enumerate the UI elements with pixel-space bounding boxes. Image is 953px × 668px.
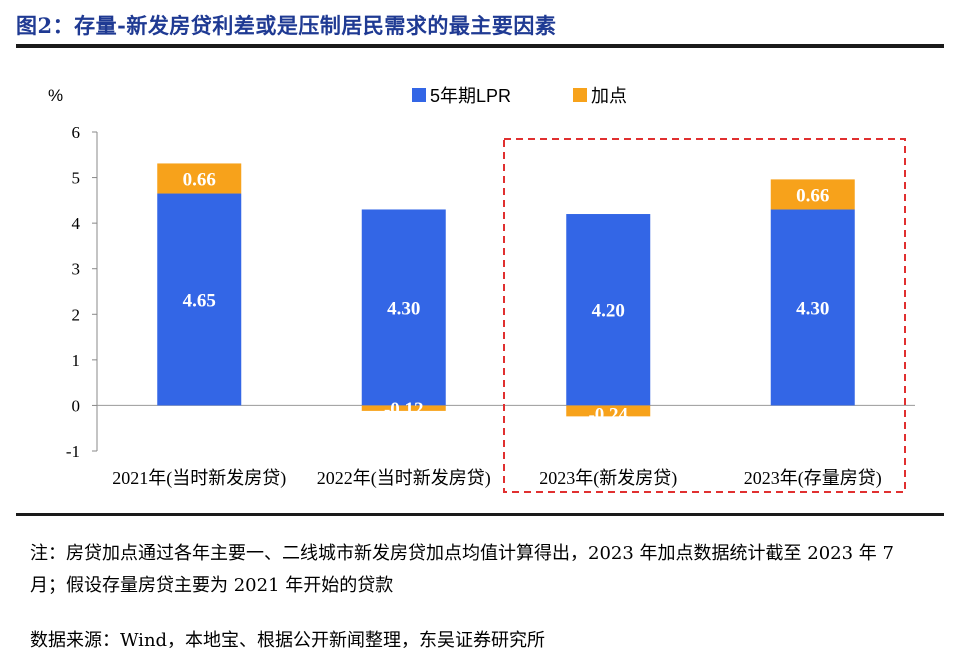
figure-title: 图2：存量-新发房贷利差或是压制居民需求的最主要因素 xyxy=(16,13,557,38)
data-label-spread: -0.12 xyxy=(384,399,424,420)
y-tick-label: 6 xyxy=(72,123,81,142)
data-label-spread: 0.66 xyxy=(183,169,216,190)
y-tick-label: 3 xyxy=(72,260,81,279)
bar-lpr xyxy=(361,209,446,406)
y-tick-label: -1 xyxy=(66,442,80,461)
bar-spread xyxy=(566,405,651,417)
legend-swatch-spread xyxy=(573,88,587,102)
data-label-lpr: 4.30 xyxy=(387,298,420,319)
legend-label-spread: 加点 xyxy=(591,86,627,106)
y-tick-label: 5 xyxy=(72,169,81,188)
x-category-label: 2022年(当时新发房贷) xyxy=(317,468,491,489)
x-category-label: 2023年(新发房贷) xyxy=(539,468,677,489)
x-category-label: 2021年(当时新发房贷) xyxy=(112,468,286,489)
data-label-lpr: 4.20 xyxy=(592,301,625,322)
y-tick-label: 0 xyxy=(72,396,81,415)
data-label-lpr: 4.30 xyxy=(796,298,829,319)
legend-label-lpr: 5年期LPR xyxy=(430,86,512,106)
data-label-spread: 0.66 xyxy=(796,185,829,206)
bar-spread xyxy=(770,179,855,210)
y-tick-label: 2 xyxy=(72,305,81,324)
x-category-label: 2023年(存量房贷) xyxy=(744,468,882,489)
bar-lpr xyxy=(157,193,242,406)
data-label-lpr: 4.65 xyxy=(183,290,216,311)
legend-item-spread: 加点 xyxy=(573,84,627,106)
bottom-rule xyxy=(16,513,944,516)
data-label-spread: -0.24 xyxy=(588,404,628,425)
legend-item-lpr: 5年期LPR xyxy=(412,84,511,106)
highlight-box xyxy=(503,138,906,493)
bar-lpr xyxy=(566,214,651,406)
chart-note: 注：房贷加点通过各年主要一、二线城市新发房贷加点均值计算得出，2023 年加点数… xyxy=(30,543,894,596)
top-rule xyxy=(16,44,944,48)
y-axis-unit: % xyxy=(48,86,64,105)
legend-swatch-lpr xyxy=(412,88,426,102)
stacked-bar-chart: -1 0 1 2 3 4 5 6 4.65 0.66 2021年(当时新发房贷) 4.30 -0.12 2… xyxy=(66,123,915,493)
y-tick-label: 1 xyxy=(72,351,81,370)
bar-spread xyxy=(157,163,242,194)
bar-spread xyxy=(361,405,446,411)
y-tick-label: 4 xyxy=(72,214,81,233)
bar-lpr xyxy=(770,209,855,406)
data-source: 数据来源：Wind，本地宝、根据公开新闻整理，东吴证券研究所 xyxy=(30,630,546,651)
